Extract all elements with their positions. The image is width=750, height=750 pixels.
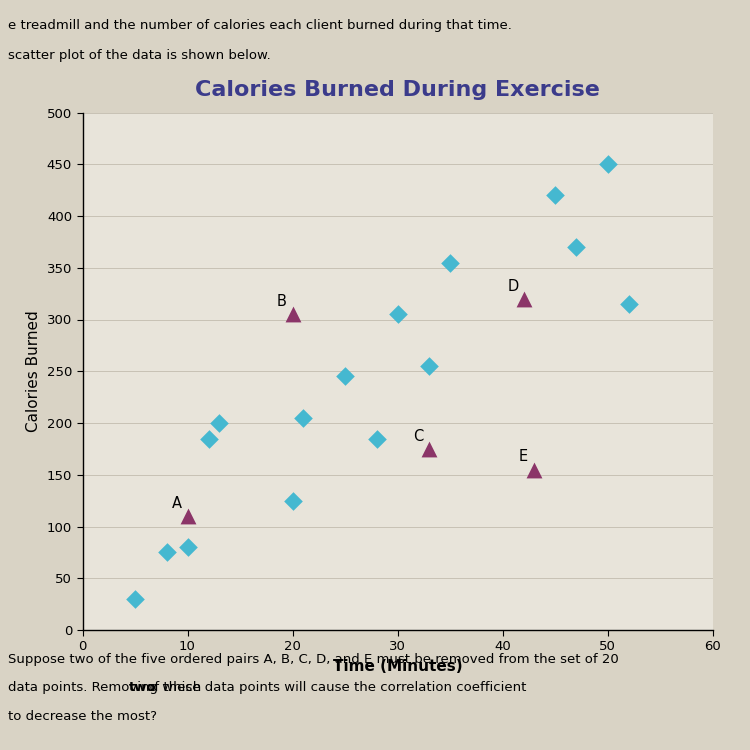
Point xyxy=(392,308,404,320)
Point xyxy=(213,417,225,429)
Point xyxy=(182,510,194,522)
Text: C: C xyxy=(413,429,424,444)
Text: to decrease the most?: to decrease the most? xyxy=(8,710,157,722)
Text: data points. Removing which two of these data points will cause the correlation : data points. Removing which two of these… xyxy=(0,749,1,750)
Point xyxy=(444,256,456,268)
X-axis label: Time (Minutes): Time (Minutes) xyxy=(333,659,462,674)
Point xyxy=(339,370,351,382)
Text: of these data points will cause the correlation coefficient: of these data points will cause the corr… xyxy=(142,681,526,694)
Text: scatter plot of the data is shown below.: scatter plot of the data is shown below. xyxy=(8,49,270,62)
Text: e treadmill and the number of calories each client burned during that time.: e treadmill and the number of calories e… xyxy=(8,19,512,32)
Point xyxy=(160,546,172,558)
Point xyxy=(423,360,435,372)
Point xyxy=(182,542,194,554)
Text: A: A xyxy=(172,496,182,511)
Text: D: D xyxy=(508,279,519,294)
Y-axis label: Calories Burned: Calories Burned xyxy=(26,310,41,432)
Point xyxy=(602,158,613,170)
Point xyxy=(528,464,540,476)
Point xyxy=(570,241,582,253)
Point xyxy=(286,495,298,507)
Point xyxy=(297,412,309,424)
Title: Calories Burned During Exercise: Calories Burned During Exercise xyxy=(195,80,600,100)
Text: to decrease the most?: to decrease the most? xyxy=(0,749,1,750)
Text: B: B xyxy=(277,294,286,309)
Point xyxy=(129,593,141,605)
Point xyxy=(622,298,634,310)
Point xyxy=(549,189,561,201)
Text: data points. Removing which: data points. Removing which xyxy=(8,681,205,694)
Point xyxy=(370,433,382,445)
Text: Suppose two of the five ordered pairs A, B, C, D, and E must be removed from the: Suppose two of the five ordered pairs A,… xyxy=(8,652,618,665)
Point xyxy=(202,433,214,445)
Text: Suppose two of the five ordered pairs A, B, C, D, and E must be removed from the: Suppose two of the five ordered pairs A,… xyxy=(0,749,1,750)
Text: data points. Removing which: data points. Removing which xyxy=(0,749,1,750)
Text: two: two xyxy=(129,681,157,694)
Point xyxy=(423,442,435,454)
Point xyxy=(286,308,298,320)
Point xyxy=(518,292,530,304)
Text: E: E xyxy=(518,449,527,464)
